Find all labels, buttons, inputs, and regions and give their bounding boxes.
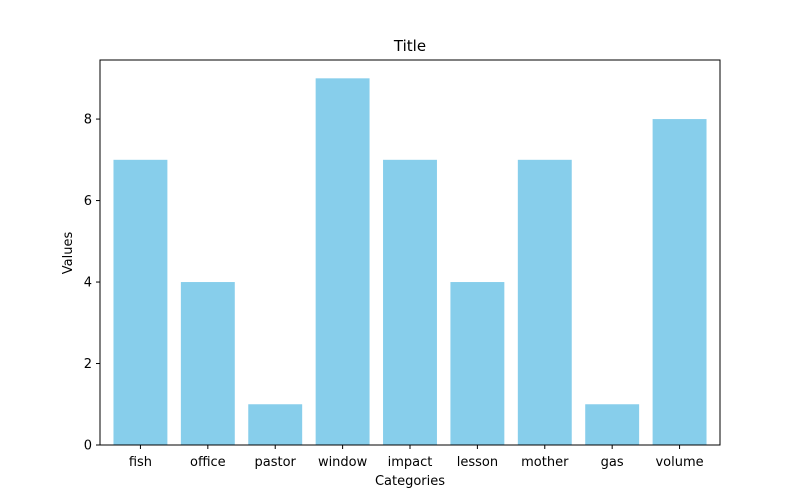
chart-title: Title [393,37,426,55]
x-tick-label: fish [129,455,152,470]
x-tick-label: impact [388,455,433,470]
bars-group [113,78,707,445]
bar-window [315,78,370,445]
bar-fish [113,159,168,445]
x-tick-label: office [190,455,226,470]
y-tick-label: 6 [84,194,92,209]
y-axis-label: Values [61,232,76,275]
x-tick-label: mother [521,455,569,470]
y-tick-label: 4 [84,276,92,291]
x-axis-label: Categories [375,474,445,489]
plot-frame [99,59,721,446]
bar-pastor [248,404,303,445]
bar-office [180,282,235,445]
x-tick-label: volume [655,455,703,470]
bar-lesson [450,282,505,445]
y-tick-label: 2 [84,357,92,372]
bar-volume [652,119,707,445]
y-ticks-group: 0 2 4 6 8 [84,113,100,454]
x-tick-label: pastor [255,455,297,470]
x-tick-label: gas [601,455,624,470]
bar-mother [517,159,572,445]
bar-gas [585,404,640,445]
bar-impact [383,159,437,445]
x-tick-label: window [318,455,368,470]
x-ticks-group: fish office pastor window impact lesson mother… [129,445,704,470]
x-tick-label: lesson [457,455,498,470]
y-tick-label: 0 [84,439,92,454]
y-tick-label: 8 [84,113,92,128]
